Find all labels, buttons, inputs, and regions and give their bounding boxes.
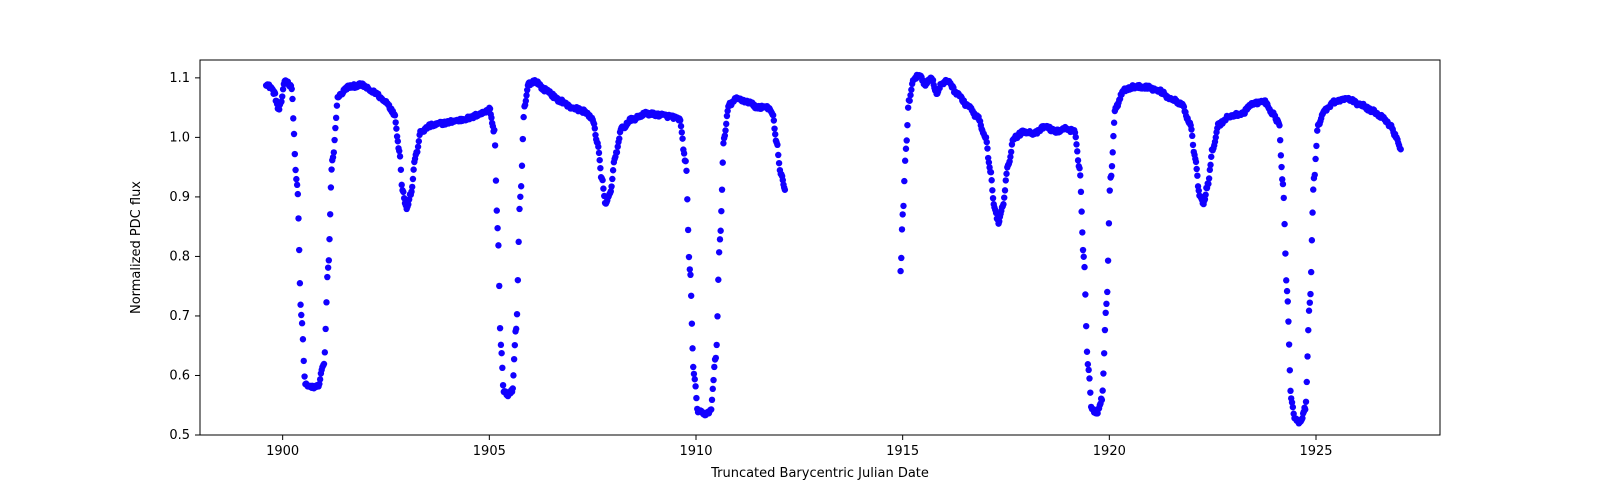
- flux-series: [263, 72, 1404, 427]
- y-tick-label: 0.8: [169, 249, 190, 264]
- chart-svg: 1900 1905 1910 1915 1920 1925 0.5 0.6 0.7 0.8 0.9 1…: [0, 0, 1600, 500]
- x-tick-label: 1905: [473, 444, 506, 459]
- plot-border: [200, 60, 1440, 435]
- x-tick-label: 1910: [679, 444, 712, 459]
- y-tick-label: 1.0: [169, 130, 190, 145]
- x-tick-label: 1915: [886, 444, 919, 459]
- x-axis-label: Truncated Barycentric Julian Date: [710, 466, 929, 481]
- lightcurve-chart: 1900 1905 1910 1915 1920 1925 0.5 0.6 0.7 0.8 0.9 1…: [0, 0, 1600, 500]
- y-tick-label: 0.7: [169, 309, 190, 324]
- x-tick-label: 1920: [1093, 444, 1126, 459]
- y-axis-label: Normalized PDC flux: [129, 181, 144, 314]
- x-tick-label: 1925: [1299, 444, 1332, 459]
- y-tick-label: 0.5: [169, 428, 190, 443]
- y-tick-label: 0.6: [169, 368, 190, 383]
- y-tick-label: 0.9: [169, 190, 190, 205]
- x-tick-label: 1900: [266, 444, 299, 459]
- y-tick-label: 1.1: [169, 71, 190, 86]
